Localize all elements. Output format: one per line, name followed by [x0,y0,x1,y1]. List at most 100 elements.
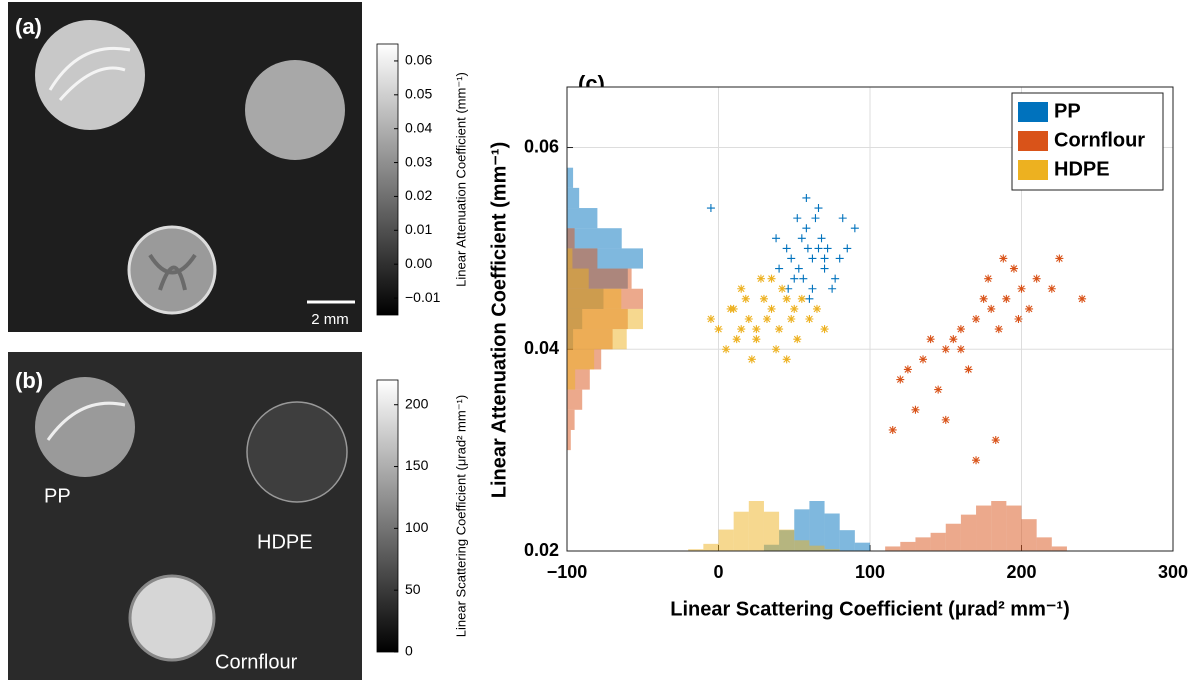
histogram-bar [960,514,977,551]
image-b [8,352,362,680]
histogram-bar [567,248,573,269]
data-point [797,294,806,303]
annotation: PP [44,485,71,507]
data-point [1002,294,1011,303]
data-point [722,345,731,354]
data-point [956,325,965,334]
data-point [888,425,897,434]
data-point [999,254,1008,263]
histogram-bar [567,167,574,188]
colorbar-tick-label: 0.02 [405,187,432,203]
colorbar-tick-label: 0 [405,643,413,659]
data-point [820,325,829,334]
data-point [794,264,803,273]
histogram-bar [748,501,764,551]
legend-label: Cornflour [1054,129,1145,151]
data-point [752,325,761,334]
data-point [756,274,765,283]
colorbar-label: Linear Scattering Coefficient (μrad² mm⁻… [453,395,468,637]
data-point [741,294,750,303]
histogram-bar [794,540,810,551]
data-point [896,375,905,384]
colorbar [376,43,399,316]
data-point [1047,284,1056,293]
data-point [808,254,817,263]
histogram-bar [733,511,749,551]
histogram-bar [567,308,643,330]
data-point [1025,304,1034,313]
colorbar-tick-label: 50 [405,581,421,597]
histogram-bar [567,268,589,289]
data-point [994,325,1003,334]
data-point [1009,264,1018,273]
colorbar-tick-label: −0.01 [405,289,441,305]
axes-box [566,86,1174,552]
histogram-bar [779,529,795,551]
histogram-bar [567,429,571,451]
data-point [843,244,852,253]
data-point [805,315,814,323]
data-point [850,224,859,233]
x-axis-label: Linear Scattering Coefficient (μrad² mm⁻… [670,598,1070,620]
histogram-bar [809,501,825,551]
data-point [817,234,826,243]
data-point [802,193,811,202]
data-point [903,365,912,374]
data-point [706,204,715,213]
data-point [919,355,928,364]
data-point [1055,254,1064,263]
data-point [732,335,741,344]
data-point [787,315,796,323]
colorbar-tick-label: 150 [405,457,429,473]
histogram-bar [1006,505,1022,551]
histogram-bar [567,349,595,370]
histogram-bar [809,545,825,551]
data-point [987,304,996,313]
histogram-bar [915,537,931,551]
data-point [790,274,799,283]
histogram-bar [567,187,580,209]
data-point [1014,315,1023,323]
data-point [793,335,802,344]
histogram-bar [567,228,575,249]
data-point [934,385,943,394]
histogram-bar [976,505,992,551]
data-point [811,214,820,223]
data-point [803,244,812,253]
y-tick-label: 0.04 [524,338,559,358]
scale-bar-label: 2 mm [311,311,349,328]
data-point [797,234,806,243]
data-point [814,244,823,253]
data-point [911,405,920,414]
histogram-bar [1021,519,1037,551]
data-point [979,294,988,303]
data-point [778,284,787,293]
histogram-bar [567,208,598,229]
data-point [831,274,840,283]
x-tick-label: 200 [1006,562,1036,582]
data-point [714,325,723,334]
legend-label: PP [1054,100,1081,122]
legend-swatch [1018,160,1048,180]
data-point [706,315,715,323]
histogram-bar [945,523,961,551]
data-point [812,304,821,313]
data-point [772,234,781,243]
histogram-bar [900,541,916,551]
data-point [838,214,847,223]
data-point [775,325,784,334]
data-point [820,254,829,263]
data-point [782,244,791,253]
data-point [793,214,802,223]
data-point [926,335,935,344]
data-point [1078,294,1087,303]
data-point [782,294,791,303]
data-point [941,345,950,354]
colorbar-tick-label: 0.00 [405,255,432,271]
legend-swatch [1018,102,1048,122]
data-point [805,294,814,303]
colorbar-tick-label: 0.03 [405,153,432,169]
x-tick-label: 0 [713,562,723,582]
colorbar [376,379,399,653]
histogram-bar [567,248,598,269]
